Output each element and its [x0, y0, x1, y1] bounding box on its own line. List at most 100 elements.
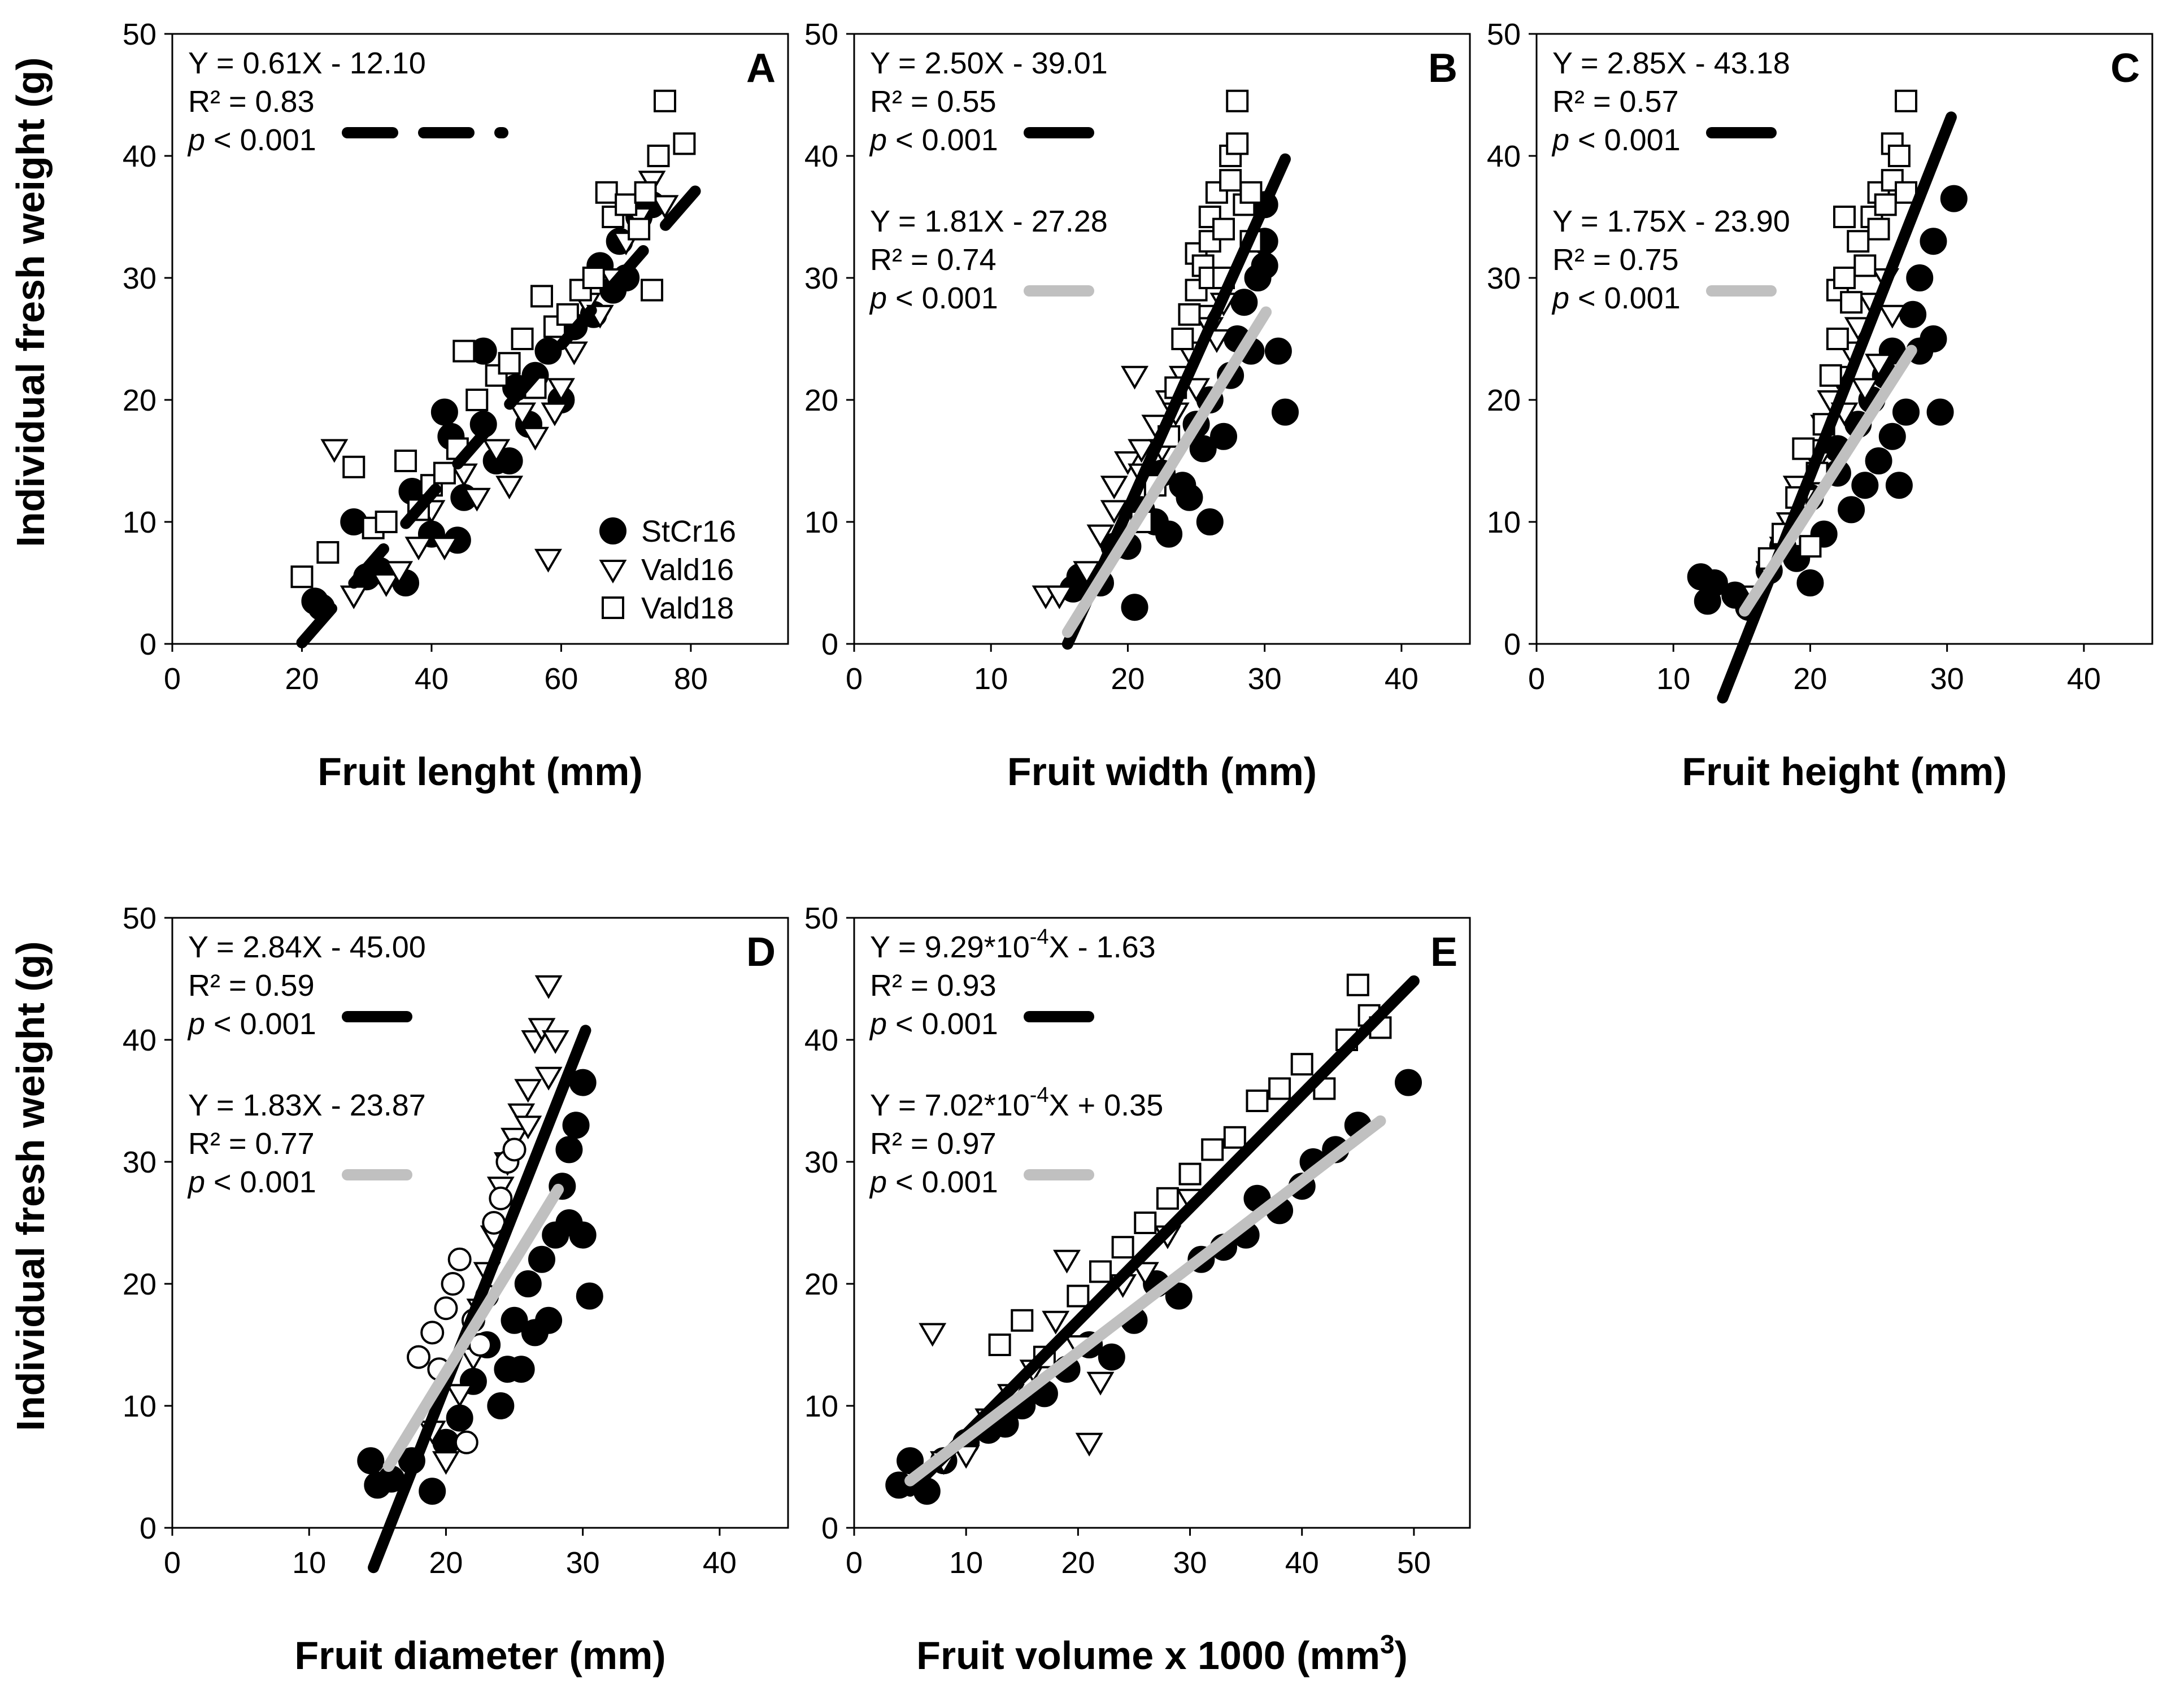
data-point	[1892, 398, 1920, 426]
data-point	[521, 426, 550, 451]
data-point	[541, 1030, 569, 1054]
y-tick-label: 40	[123, 140, 156, 173]
data-point	[555, 1136, 583, 1164]
data-point	[651, 195, 679, 219]
data-point	[514, 1116, 542, 1140]
data-point	[465, 389, 489, 411]
panel-letter: C	[2111, 46, 2140, 91]
data-point	[1885, 472, 1913, 499]
panel-letter: A	[746, 46, 776, 91]
y-tick-label: 10	[123, 506, 156, 539]
data-point	[1851, 378, 1879, 402]
legend-label: StCr16	[641, 515, 736, 548]
data-point	[1251, 252, 1278, 280]
fit-r-squared: R² = 0.59	[188, 969, 315, 1003]
panel-letter: E	[1430, 930, 1457, 975]
x-tick-label: 40	[1285, 1546, 1319, 1580]
fit-p-value: p < 0.001	[187, 1007, 316, 1041]
data-point	[1906, 264, 1934, 291]
data-point	[1878, 304, 1907, 329]
series-vald18	[988, 973, 1392, 1369]
fit-annotation-2: Y = 7.02*10-4X + 0.35 R² = 0.97 p < 0.001	[869, 1083, 1163, 1199]
data-point	[1878, 422, 1906, 450]
data-point	[320, 439, 349, 463]
x-tick-label: 10	[292, 1546, 326, 1580]
data-point	[1053, 1249, 1081, 1274]
data-point	[952, 1445, 980, 1469]
data-point	[535, 1306, 563, 1334]
fit-r-squared: R² = 0.74	[870, 243, 997, 277]
legend-label: Vald16	[641, 553, 734, 587]
data-point	[1847, 230, 1870, 253]
data-point	[446, 1384, 474, 1408]
y-tick-label: 30	[1487, 262, 1521, 295]
fit-r-squared: R² = 0.75	[1552, 243, 1679, 277]
data-point	[1100, 500, 1128, 524]
fit-p-symbol: p	[1551, 123, 1569, 157]
fit-annotation-1: Y = 2.85X - 43.18 R² = 0.57 p < 0.001	[1551, 46, 1790, 157]
fit-equation-exponent: -4	[1030, 1083, 1049, 1107]
data-point	[1075, 1432, 1103, 1457]
x-tick-label: 0	[164, 1546, 181, 1580]
data-point	[1272, 398, 1299, 426]
x-tick-label: 40	[2067, 662, 2101, 696]
data-point	[1073, 561, 1101, 585]
fit-equation: Y = 7.02*10-4X + 0.35	[870, 1083, 1163, 1122]
data-point	[507, 1356, 535, 1383]
panel-e: 0 10 20 30 40 50 0 10 20 30 40 50 Fruit volume x 100…	[804, 901, 1471, 1677]
data-point	[1121, 365, 1149, 390]
fit-annotation-1: Y = 2.84X - 45.00 R² = 0.59 p < 0.001	[187, 930, 426, 1041]
plot-frame	[853, 917, 1471, 1529]
data-point	[1156, 1187, 1179, 1210]
fit-annotation-2: Y = 1.83X - 23.87 R² = 0.77 p < 0.001	[187, 1088, 426, 1199]
data-point	[1067, 1284, 1090, 1308]
data-point	[1874, 193, 1897, 216]
data-point	[1042, 1310, 1070, 1335]
y-tick-label: 40	[804, 1023, 838, 1057]
x-tick-label: 60	[544, 662, 578, 696]
x-tick-label: 50	[1397, 1546, 1431, 1580]
data-point	[560, 341, 588, 365]
data-point	[582, 267, 605, 289]
legend-marker	[602, 596, 624, 619]
fit-p-text: < 0.001	[887, 123, 998, 157]
legend-label: Vald18	[641, 591, 734, 625]
data-point	[1920, 228, 1947, 255]
data-point	[1128, 439, 1156, 463]
data-point	[432, 1451, 460, 1475]
fit-line-2	[904, 1115, 1386, 1487]
data-point	[489, 1186, 513, 1210]
y-tick-label: 40	[1487, 140, 1521, 173]
series-vald18	[1757, 89, 1917, 570]
data-point	[511, 328, 534, 350]
fit-r-squared: R² = 0.83	[188, 85, 315, 119]
fit-p-symbol: p	[1551, 281, 1569, 315]
data-point	[446, 1404, 473, 1432]
data-point	[1840, 291, 1863, 314]
fit-equation-part: Y = 7.02*10	[870, 1088, 1030, 1122]
data-point	[541, 402, 569, 426]
x-tick-label: 20	[429, 1546, 463, 1580]
y-axis-title-bottom: Individual fresh weight (g)	[8, 941, 53, 1431]
panel-a: 0 20 40 60 80 0 10 20 30 40 50 Fruit lenght (mm) A Y …	[123, 18, 789, 794]
y-tick-label: 0	[140, 1511, 156, 1545]
x-axis-title: Fruit width (mm)	[1007, 750, 1317, 794]
y-tick-label: 40	[804, 140, 838, 173]
fit-p-symbol: p	[869, 1165, 887, 1199]
fit-p-text: < 0.001	[887, 281, 998, 315]
data-point	[430, 398, 458, 426]
data-point	[1700, 569, 1728, 596]
data-point	[1089, 1260, 1112, 1283]
data-point	[1171, 328, 1194, 350]
y-tick-label: 0	[821, 628, 838, 661]
data-point	[372, 573, 401, 597]
fit-p-symbol: p	[869, 1007, 887, 1041]
data-point	[1799, 535, 1822, 558]
data-point	[447, 1247, 472, 1271]
x-axis-title: Fruit lenght (mm)	[317, 750, 642, 794]
data-point	[507, 1103, 536, 1127]
data-point	[385, 561, 414, 585]
data-point	[1819, 364, 1842, 387]
